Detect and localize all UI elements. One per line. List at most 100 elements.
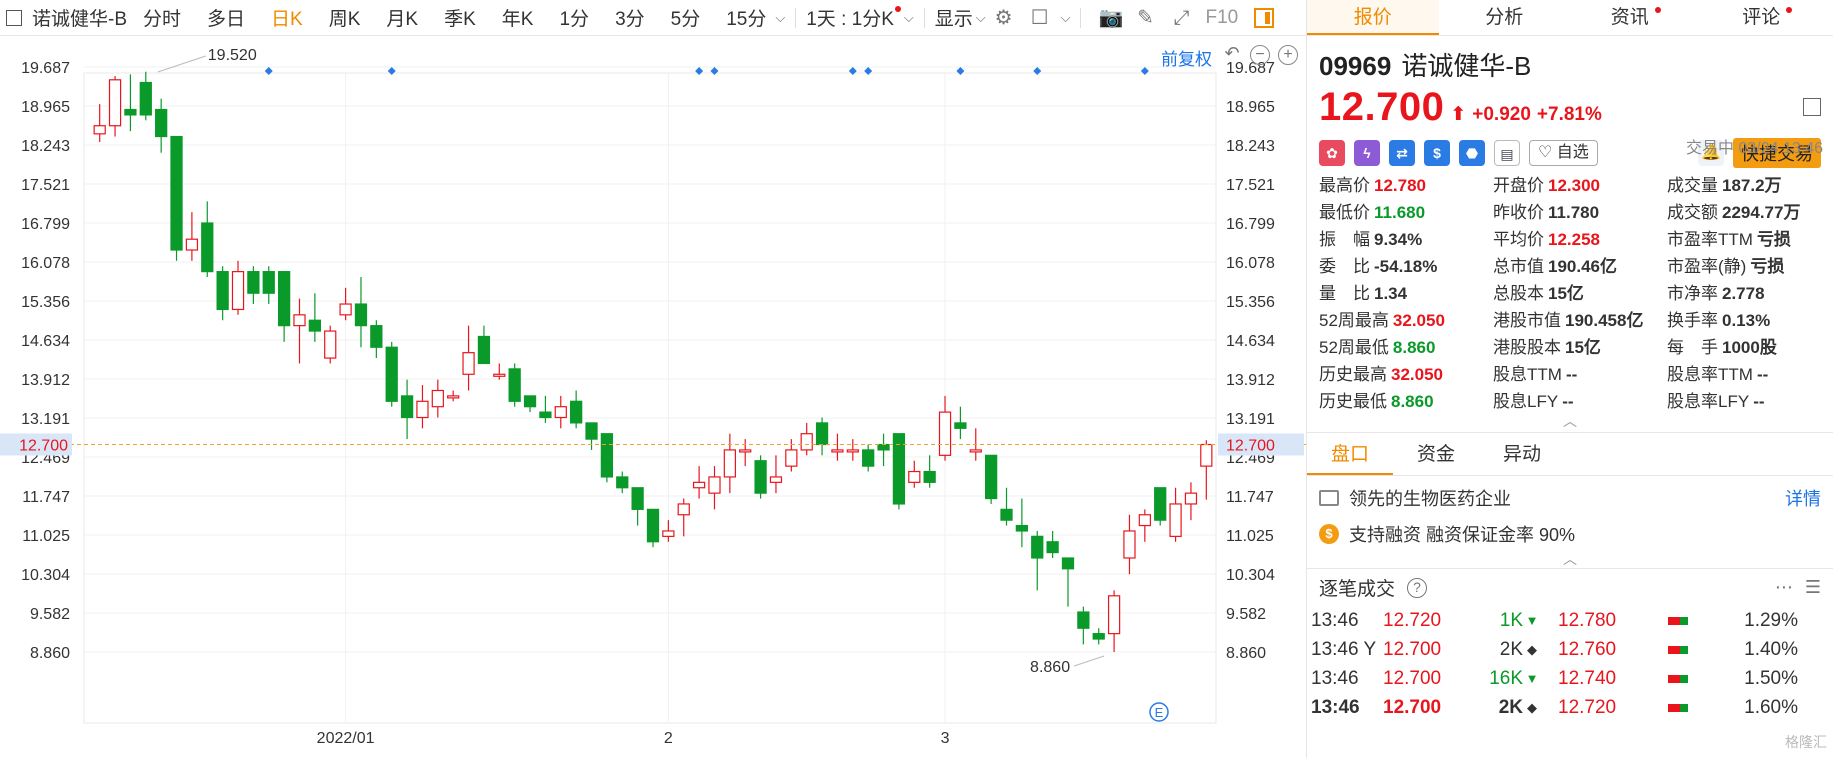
stat-label: 股息LFY bbox=[1493, 392, 1558, 411]
candle-body bbox=[878, 445, 889, 450]
more-icon[interactable]: ⋯ bbox=[1775, 577, 1793, 598]
dollar-icon[interactable]: $ bbox=[1424, 140, 1450, 166]
shuffle-icon[interactable]: ⇄ bbox=[1389, 140, 1415, 166]
period-15min[interactable]: 15分 bbox=[726, 4, 766, 31]
y-tick-label-left: 11.025 bbox=[22, 528, 70, 545]
candle-body bbox=[986, 455, 997, 498]
event-marker-icon bbox=[1033, 67, 1041, 75]
period-quarterly[interactable]: 季K bbox=[444, 4, 476, 31]
zoom-in-icon[interactable]: + bbox=[1278, 45, 1298, 65]
low-marker-line bbox=[1074, 656, 1104, 666]
layout-toggle-icon[interactable] bbox=[6, 10, 22, 26]
period-1min[interactable]: 1分 bbox=[559, 4, 589, 31]
period-yearly[interactable]: 年K bbox=[502, 4, 534, 31]
candle-body bbox=[263, 272, 274, 294]
y-tick-label-right: 11.025 bbox=[1226, 528, 1274, 545]
period-5min[interactable]: 5分 bbox=[671, 4, 701, 31]
fullscreen-icon[interactable]: ⤢ bbox=[1170, 7, 1192, 29]
y-tick-label-right: 13.191 bbox=[1226, 411, 1275, 428]
tick-direction-icon: ◆ bbox=[1523, 635, 1541, 664]
hk-flag-icon[interactable]: ✿ bbox=[1319, 140, 1345, 166]
tab-orderbook[interactable]: 盘口 bbox=[1307, 433, 1393, 475]
y-tick-label-left: 11.747 bbox=[22, 489, 70, 506]
period-3min[interactable]: 3分 bbox=[615, 4, 645, 31]
stat-label: 港股股本 bbox=[1493, 338, 1561, 357]
help-icon[interactable]: ? bbox=[1407, 578, 1427, 598]
candle-body bbox=[110, 80, 121, 126]
period-weekly[interactable]: 周K bbox=[329, 4, 361, 31]
tab-analysis[interactable]: 分析 bbox=[1439, 0, 1571, 35]
price-adjust-button[interactable]: 前复权 bbox=[1161, 45, 1212, 70]
tag-icon[interactable]: ⬣ bbox=[1459, 140, 1485, 166]
period-daily[interactable]: 日K bbox=[271, 4, 303, 31]
y-tick-label-left: 10.304 bbox=[21, 567, 70, 584]
detail-link[interactable]: 详情 bbox=[1785, 485, 1821, 511]
period-intraday[interactable]: 分时 bbox=[143, 4, 181, 31]
lightning-icon[interactable]: ϟ bbox=[1354, 140, 1380, 166]
tick-direction-icon: ◆ bbox=[1523, 693, 1541, 722]
square-select-icon[interactable]: ☐ bbox=[1029, 7, 1051, 29]
candle-body bbox=[755, 461, 766, 493]
period-multiday[interactable]: 多日 bbox=[207, 4, 245, 31]
stat-label: 总市值 bbox=[1493, 257, 1544, 276]
stat-value: 32.050 bbox=[1391, 365, 1443, 384]
chevron-down-icon[interactable]: ⌵ bbox=[775, 10, 785, 26]
tab-movements[interactable]: 异动 bbox=[1479, 433, 1565, 475]
undo-icon[interactable]: ↶ bbox=[1222, 45, 1242, 65]
tab-news[interactable]: 资讯 bbox=[1570, 0, 1702, 35]
stat-label: 历史最低 bbox=[1319, 392, 1387, 411]
display-dropdown[interactable]: 显示⌵ bbox=[935, 4, 986, 31]
tab-comments[interactable]: 评论 bbox=[1702, 0, 1833, 35]
y-tick-label-left: 19.687 bbox=[21, 60, 70, 77]
y-tick-label-right: 8.860 bbox=[1226, 645, 1266, 662]
panel-toggle-icon[interactable] bbox=[1254, 8, 1274, 28]
period-monthly[interactable]: 月K bbox=[386, 4, 418, 31]
multi-period-dropdown[interactable]: 1天 : 1分K⌵ bbox=[806, 4, 914, 31]
chevron-down-icon[interactable]: ⌵ bbox=[1061, 10, 1071, 26]
candle-body bbox=[1139, 515, 1150, 526]
margin-text: 支持融资 融资保证金率 90% bbox=[1349, 521, 1575, 547]
ratio-bar bbox=[1668, 646, 1688, 654]
stock-code: 09969 bbox=[1319, 51, 1391, 81]
tab-capital-flow[interactable]: 资金 bbox=[1393, 433, 1479, 475]
pencil-icon[interactable]: ✎ bbox=[1134, 7, 1156, 29]
y-tick-label-left: 16.799 bbox=[21, 216, 70, 233]
zoom-out-icon[interactable]: − bbox=[1250, 45, 1270, 65]
stat-value: 2.778 bbox=[1722, 284, 1765, 303]
candle-body bbox=[232, 272, 243, 310]
camera-icon[interactable]: 📷 bbox=[1098, 7, 1120, 29]
list-icon[interactable]: ☰ bbox=[1805, 577, 1821, 598]
tab-quote[interactable]: 报价 bbox=[1307, 0, 1439, 35]
zoom-controls: ↶ − + bbox=[1222, 45, 1298, 65]
chevron-up-icon[interactable]: ︿ bbox=[1307, 414, 1833, 428]
gear-icon[interactable]: ⚙ bbox=[993, 7, 1015, 29]
candle-body bbox=[494, 374, 505, 376]
document-icon[interactable]: ▤ bbox=[1494, 140, 1520, 166]
collapse-panel-icon[interactable] bbox=[1803, 98, 1821, 116]
add-watchlist-button[interactable]: ♡ 自选 bbox=[1529, 140, 1598, 166]
f10-button[interactable]: F10 bbox=[1205, 7, 1238, 29]
current-price-label-right: 12.700 bbox=[1226, 438, 1275, 455]
candle-body bbox=[632, 488, 643, 510]
last-price: 12.700 bbox=[1319, 85, 1444, 130]
event-marker-icon bbox=[864, 67, 872, 75]
chevron-up-icon[interactable]: ︿ bbox=[1307, 552, 1833, 566]
event-marker-icon bbox=[265, 67, 273, 75]
